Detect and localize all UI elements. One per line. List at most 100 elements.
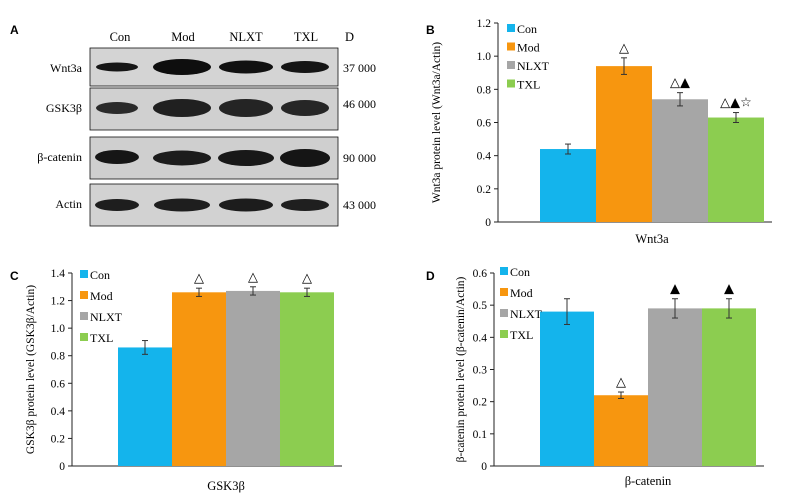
y-tick-label: 0.2 bbox=[473, 397, 488, 409]
legend-swatch bbox=[507, 24, 515, 32]
blot-size-label: 43 000 bbox=[343, 198, 376, 212]
bar-mod bbox=[594, 395, 648, 466]
bar-txl bbox=[708, 117, 764, 222]
y-tick-label: 0.6 bbox=[477, 118, 492, 130]
legend-label: Con bbox=[517, 22, 537, 36]
blot-band bbox=[219, 99, 273, 117]
legend-swatch bbox=[507, 79, 515, 88]
significance-marker: △ bbox=[619, 41, 629, 56]
chart-panel-b: B 0 0.2 0.4 0.6 0.8 1.0 1.2 △ △▲ △▲☆ Con Mod NLXT TXL W… bbox=[426, 18, 772, 246]
bar-nlxt bbox=[226, 290, 280, 466]
y-tick-label: 1.2 bbox=[51, 296, 66, 308]
y-tick-label: 0.4 bbox=[477, 151, 492, 163]
y-tick-label: 0 bbox=[481, 461, 487, 473]
bar-txl bbox=[280, 292, 334, 466]
blot-band bbox=[281, 100, 329, 116]
bar-con bbox=[118, 347, 172, 466]
legend-swatch bbox=[500, 309, 508, 317]
blot-band bbox=[218, 150, 274, 166]
blot-band bbox=[153, 59, 211, 75]
blot-size-label: 37 000 bbox=[343, 61, 376, 75]
legend-swatch bbox=[500, 288, 508, 296]
blot-band bbox=[95, 199, 139, 211]
legend-label: NLXT bbox=[510, 307, 543, 321]
y-tick-label: 1.0 bbox=[51, 323, 66, 335]
legend-label: TXL bbox=[90, 331, 113, 345]
y-tick-label: 1.0 bbox=[477, 51, 492, 63]
panel-label-a: A bbox=[10, 23, 19, 37]
blot-row-label: Wnt3a bbox=[50, 61, 83, 75]
blot-strip bbox=[89, 183, 339, 227]
legend-swatch bbox=[80, 270, 88, 278]
x-axis-title: Wnt3a bbox=[635, 232, 669, 246]
blot-row-label: Actin bbox=[55, 197, 82, 211]
legend-label: NLXT bbox=[517, 59, 550, 73]
bar-mod bbox=[172, 292, 226, 466]
blot-band bbox=[281, 61, 329, 73]
legend-label: Con bbox=[510, 265, 530, 279]
blot-strip bbox=[89, 47, 339, 87]
blot-row-label: GSK3β bbox=[46, 101, 82, 115]
legend-label: Con bbox=[90, 268, 110, 282]
blot-row-label: β-catenin bbox=[37, 150, 82, 164]
y-tick-label: 0.5 bbox=[473, 300, 488, 312]
blot-band bbox=[280, 149, 330, 167]
bar-con bbox=[540, 311, 594, 466]
significance-marker: △▲ bbox=[670, 76, 690, 91]
blot-size-label: 90 000 bbox=[343, 151, 376, 165]
y-tick-label: 1.4 bbox=[51, 268, 66, 280]
significance-marker: △ bbox=[248, 270, 258, 285]
blot-band bbox=[96, 102, 138, 114]
legend-label: NLXT bbox=[90, 310, 123, 324]
y-tick-label: 0.2 bbox=[51, 433, 66, 445]
legend-label: TXL bbox=[510, 328, 533, 342]
chart-panel-c: C 0 0.2 0.4 0.6 0.8 1.0 1.2 1.4 △ △ △ Con Mod NLXT TXL G… bbox=[10, 268, 342, 493]
panel-label: D bbox=[426, 269, 435, 283]
bar-con bbox=[540, 149, 596, 222]
y-tick-label: 0.2 bbox=[477, 184, 492, 196]
bar-txl bbox=[702, 308, 756, 466]
x-axis-title: β-catenin bbox=[625, 474, 672, 488]
legend-swatch bbox=[500, 267, 508, 275]
blot-band bbox=[153, 99, 211, 117]
blot-size-label: 46 000 bbox=[343, 97, 376, 111]
y-tick-label: 0.4 bbox=[51, 406, 66, 418]
legend-label: TXL bbox=[517, 78, 540, 92]
significance-marker: △ bbox=[616, 375, 626, 390]
y-tick-label: 1.2 bbox=[477, 18, 492, 30]
blot-band bbox=[96, 62, 138, 72]
bar-mod bbox=[596, 66, 652, 222]
legend-swatch bbox=[507, 42, 515, 51]
y-axis-title: β-catenin protein level (β-catenin/Actin… bbox=[455, 276, 467, 462]
blot-lane-label: NLXT bbox=[229, 30, 263, 44]
legend-swatch bbox=[507, 61, 515, 69]
legend-swatch bbox=[80, 333, 88, 341]
panel-label: B bbox=[426, 23, 435, 37]
y-tick-label: 0.6 bbox=[473, 268, 488, 280]
legend-label: Mod bbox=[510, 286, 533, 300]
significance-marker: ▲ bbox=[670, 282, 680, 297]
significance-marker: △ bbox=[194, 271, 204, 286]
blot-lane-label: TXL bbox=[294, 30, 318, 44]
significance-marker: ▲ bbox=[724, 282, 734, 297]
legend-swatch bbox=[80, 312, 88, 320]
x-axis-title: GSK3β bbox=[207, 479, 245, 493]
blot-band bbox=[153, 150, 211, 166]
blot-strip bbox=[89, 87, 339, 131]
blot-band bbox=[95, 150, 139, 164]
blot-band bbox=[219, 60, 273, 74]
legend-swatch bbox=[80, 291, 88, 299]
significance-marker: △ bbox=[302, 271, 312, 286]
y-tick-label: 0.8 bbox=[51, 351, 66, 363]
bar-nlxt bbox=[652, 99, 708, 222]
y-tick-label: 0.6 bbox=[51, 378, 66, 390]
y-axis-title: Wnt3a protein level (Wnt3a/Actin) bbox=[431, 42, 443, 203]
panel-label: C bbox=[10, 269, 19, 283]
blot-size-unit-label: D bbox=[345, 30, 354, 44]
y-tick-label: 0 bbox=[485, 217, 491, 229]
chart-panel-d: D 0 0.1 0.2 0.3 0.4 0.5 0.6 △ ▲ ▲ Con Mod NLXT TXL β-ca… bbox=[426, 265, 764, 488]
y-tick-label: 0.3 bbox=[473, 365, 488, 377]
y-tick-label: 0.4 bbox=[473, 332, 488, 344]
y-tick-label: 0.1 bbox=[473, 429, 488, 441]
